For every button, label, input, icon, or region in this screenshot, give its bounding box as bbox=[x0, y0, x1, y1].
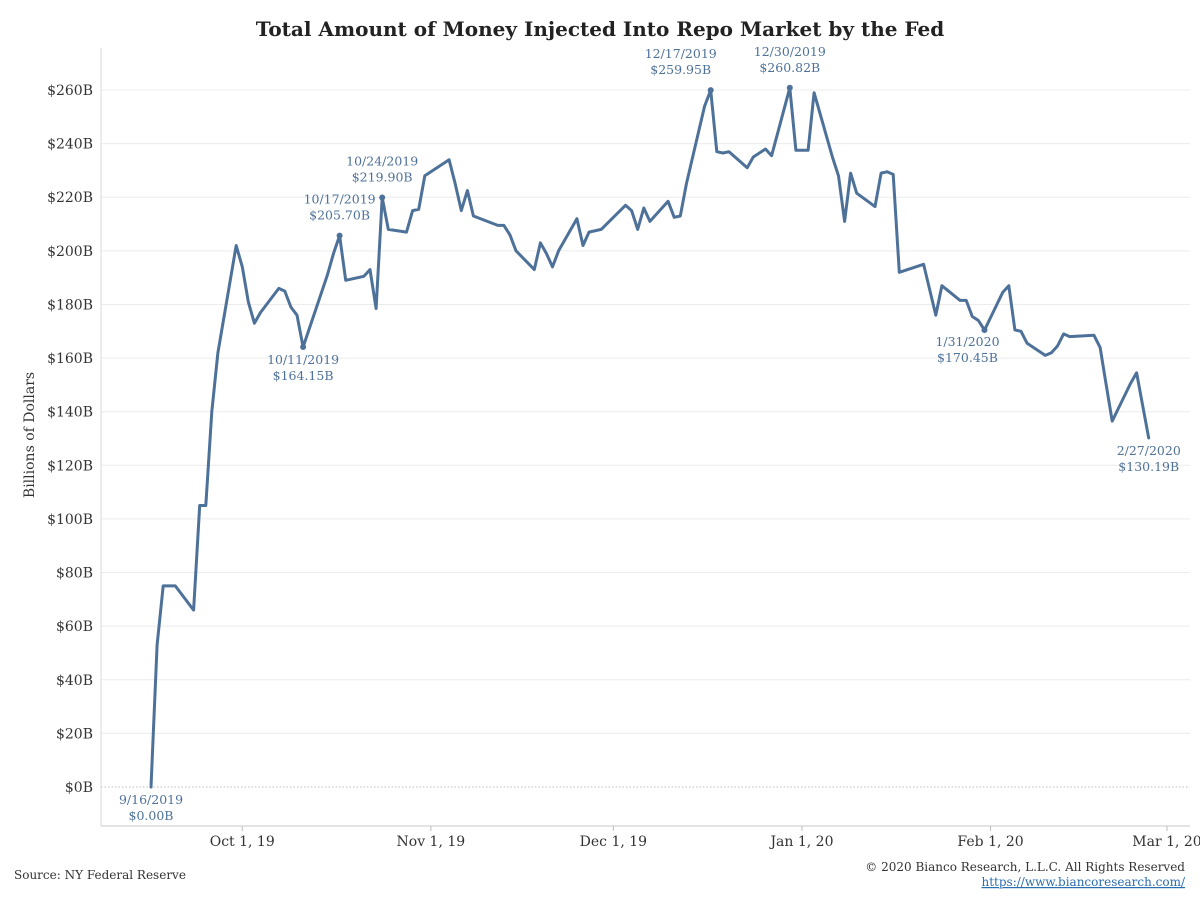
annotation-label: 10/17/2019 bbox=[304, 192, 376, 207]
annotation-marker bbox=[379, 194, 386, 201]
annotations: 9/16/2019$0.00B 10/11/2019$164.15B 10/17/2… bbox=[119, 44, 1181, 823]
website-link[interactable]: https://www.biancoresearch.com/ bbox=[981, 875, 1185, 889]
annotation-label: 10/11/2019 bbox=[267, 352, 339, 367]
annotation-label: 9/16/2019 bbox=[119, 792, 183, 807]
y-tick-label: $220B bbox=[47, 190, 93, 206]
y-axis: $0B $20B $40B $60B $80B $100B $120B $140B $160B $… bbox=[47, 83, 93, 796]
y-tick-label: $60B bbox=[56, 619, 93, 635]
annotation-marker bbox=[981, 327, 988, 334]
x-axis: Oct 1, 19 Nov 1, 19 Dec 1, 19 Jan 1, 20 Feb … bbox=[210, 826, 1200, 850]
y-tick-label: $0B bbox=[65, 780, 93, 796]
source-note: Source: NY Federal Reserve bbox=[14, 868, 186, 882]
annotation-label: $259.95B bbox=[650, 62, 711, 77]
annotation-label: $219.90B bbox=[352, 169, 413, 184]
x-tick-label: Dec 1, 19 bbox=[580, 834, 647, 850]
annotation-label: 1/31/2020 bbox=[935, 334, 999, 349]
y-tick-label: $160B bbox=[47, 351, 93, 367]
y-tick-label: $200B bbox=[47, 244, 93, 260]
annotation-label: $205.70B bbox=[309, 208, 370, 223]
annotation-marker bbox=[786, 84, 793, 91]
y-tick-label: $120B bbox=[47, 458, 93, 474]
annotation-label: 10/24/2019 bbox=[346, 153, 418, 168]
copyright-note: © 2020 Bianco Research, L.L.C. All Right… bbox=[865, 860, 1185, 874]
x-tick-label: Feb 1, 20 bbox=[957, 834, 1023, 850]
annotation-label: $130.19B bbox=[1118, 459, 1179, 474]
gridlines bbox=[101, 89, 1190, 788]
annotation-label: 2/27/2020 bbox=[1117, 443, 1181, 458]
annotation-label: $260.82B bbox=[759, 60, 820, 75]
annotation-label: $0.00B bbox=[129, 808, 174, 823]
annotation-label: $164.15B bbox=[273, 368, 334, 383]
y-tick-label: $260B bbox=[47, 83, 93, 99]
y-tick-label: $240B bbox=[47, 137, 93, 153]
y-tick-label: $180B bbox=[47, 297, 93, 313]
y-axis-title: Billions of Dollars bbox=[22, 372, 38, 498]
series-line bbox=[149, 86, 1151, 789]
annotation-label: 12/30/2019 bbox=[754, 44, 826, 59]
chart-title: Total Amount of Money Injected Into Repo… bbox=[256, 17, 945, 41]
y-tick-label: $80B bbox=[56, 566, 93, 582]
annotation-label: $170.45B bbox=[937, 350, 998, 365]
y-tick-label: $40B bbox=[56, 673, 93, 689]
y-tick-label: $140B bbox=[47, 405, 93, 421]
annotation-marker bbox=[336, 232, 343, 239]
y-tick-label: $100B bbox=[47, 512, 93, 528]
annotation-marker bbox=[300, 343, 307, 350]
x-tick-label: Jan 1, 20 bbox=[768, 834, 833, 850]
y-tick-label: $20B bbox=[56, 726, 93, 742]
x-tick-label: Nov 1, 19 bbox=[397, 834, 466, 850]
x-tick-label: Mar 1, 20 bbox=[1132, 834, 1200, 850]
annotation-marker bbox=[707, 87, 714, 94]
x-tick-label: Oct 1, 19 bbox=[210, 834, 275, 850]
annotation-label: 12/17/2019 bbox=[645, 46, 717, 61]
